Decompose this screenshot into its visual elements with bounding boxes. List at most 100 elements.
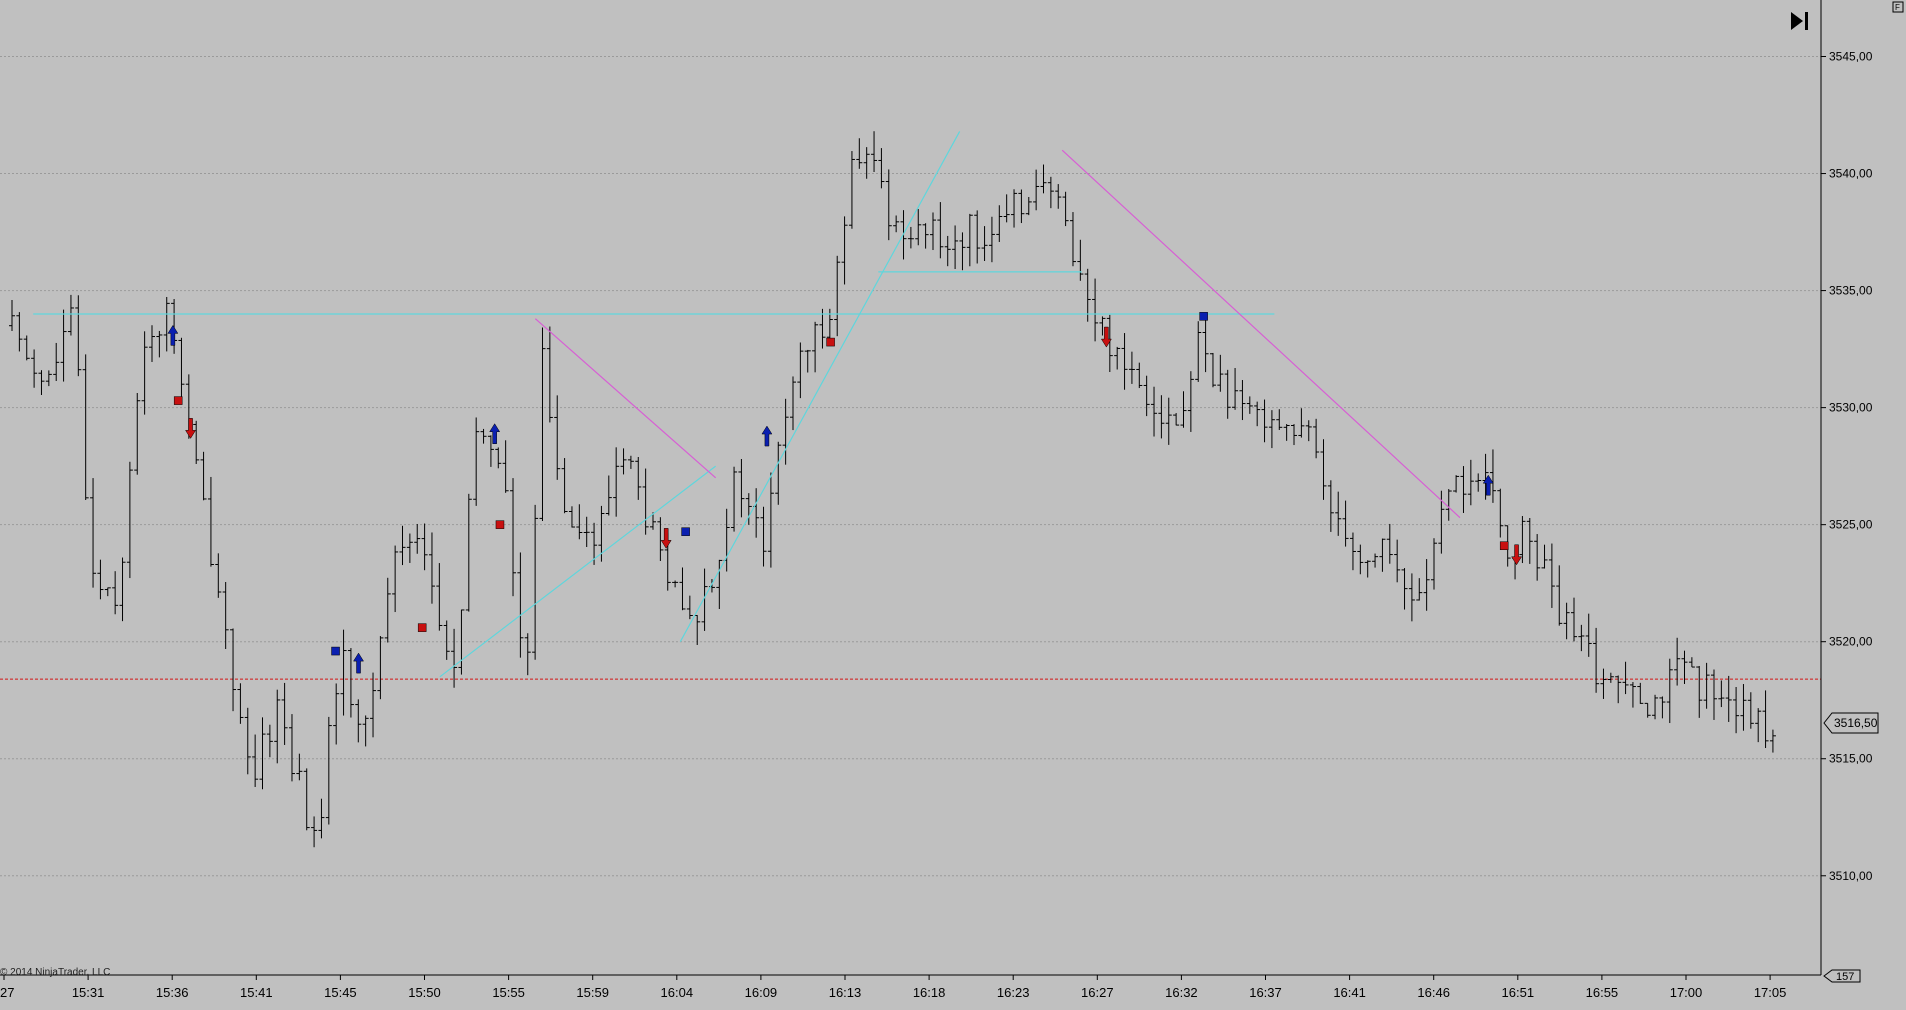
ohlc-bar[interactable] [45,370,52,387]
ohlc-bar[interactable] [1254,401,1261,427]
ohlc-bar[interactable] [222,581,229,650]
sell-square-marker[interactable] [495,520,505,529]
cyan-trend-line[interactable] [439,465,717,678]
ohlc-bar[interactable] [731,466,738,532]
ohlc-bar[interactable] [1195,321,1202,382]
ohlc-bar[interactable] [1276,409,1283,431]
ohlc-bar[interactable] [473,417,480,506]
ohlc-bar[interactable] [377,636,384,700]
ohlc-bar[interactable] [856,138,863,169]
buy-arrow-marker[interactable] [1482,474,1494,496]
magenta-trend-line[interactable] [1061,149,1461,519]
ohlc-bar[interactable] [1394,539,1401,583]
ohlc-bar[interactable] [510,478,517,597]
ohlc-bar[interactable] [1305,420,1312,442]
ohlc-bar[interactable] [1187,371,1194,432]
ohlc-bar[interactable] [782,398,789,465]
ohlc-bar[interactable] [650,512,657,530]
ohlc-bar[interactable] [406,533,413,563]
ohlc-bar[interactable] [1497,488,1504,538]
ohlc-bar[interactable] [421,523,428,571]
price-axis[interactable]: 3510,00 3515,00 3520,00 3525,00 3530,00 3535,… [1821,50,1873,883]
ohlc-bar[interactable] [60,309,67,382]
ohlc-bar[interactable] [1548,543,1555,608]
ohlc-bar[interactable] [804,349,811,373]
ohlc-bar[interactable] [1637,682,1644,704]
ohlc-bar[interactable] [642,468,649,535]
sell-arrow-marker[interactable] [1100,326,1112,348]
ohlc-bar[interactable] [1740,684,1747,731]
ohlc-bar[interactable] [1136,362,1143,389]
ohlc-bar[interactable] [863,147,870,179]
buy-arrow-marker[interactable] [489,423,501,444]
ohlc-bar[interactable] [340,629,347,716]
ohlc-bar[interactable] [1644,702,1651,718]
ohlc-bar[interactable] [274,689,281,764]
ohlc-bar[interactable] [1688,657,1695,668]
ohlc-bar[interactable] [922,223,929,249]
sell-arrow-marker[interactable] [660,528,672,549]
ohlc-bar[interactable] [1703,662,1710,709]
ohlc-bar[interactable] [1423,559,1430,611]
sell-square-marker[interactable] [826,337,835,347]
ohlc-bar[interactable] [1246,396,1253,414]
ohlc-bar[interactable] [1106,314,1113,372]
ohlc-bar[interactable] [75,295,82,377]
ohlc-bar[interactable] [797,342,804,399]
ohlc-bar[interactable] [1659,696,1666,719]
ohlc-bar[interactable] [1578,624,1585,652]
ohlc-bar[interactable] [1268,410,1275,449]
ohlc-bar[interactable] [230,628,237,712]
ohlc-bar[interactable] [1696,665,1703,718]
ohlc-bar[interactable] [244,707,251,775]
ohlc-bar[interactable] [428,532,435,604]
ohlc-bar[interactable] [163,296,170,352]
ohlc-bar[interactable] [1283,424,1290,441]
ohlc-bar[interactable] [871,131,878,172]
ohlc-bar[interactable] [1593,627,1600,693]
ohlc-bar[interactable] [487,435,494,467]
ohlc-bar[interactable] [1202,316,1209,373]
ohlc-bar[interactable] [1725,675,1732,722]
ohlc-bar[interactable] [392,545,399,613]
ohlc-bar[interactable] [1372,553,1379,568]
ohlc-bar[interactable] [53,342,60,381]
ohlc-bar[interactable] [436,563,443,631]
ohlc-bar[interactable] [259,717,266,790]
ohlc-bar[interactable] [841,216,848,285]
buy-square-marker[interactable] [1199,312,1208,321]
ohlc-bar[interactable] [657,517,664,561]
ohlc-bar[interactable] [1475,473,1482,492]
ohlc-bar[interactable] [1681,650,1688,684]
ohlc-bar[interactable] [583,516,590,548]
ohlc-bar[interactable] [834,255,841,337]
ohlc-bar[interactable] [1666,658,1673,724]
buy-square-marker[interactable] [681,527,690,536]
ohlc-bar[interactable] [1563,602,1570,640]
ohlc-bar[interactable] [90,478,97,588]
ohlc-bar[interactable] [554,395,561,480]
ohlc-bar[interactable] [134,392,141,475]
ohlc-bar[interactable] [672,580,679,588]
ohlc-bar[interactable] [1069,212,1076,267]
ohlc-bar[interactable] [1114,346,1121,370]
ohlc-bar[interactable] [207,476,214,567]
buy-arrow-marker[interactable] [167,324,179,346]
ohlc-bar[interactable] [1762,690,1769,749]
ohlc-bar[interactable] [193,420,200,464]
ohlc-bar[interactable] [959,232,966,271]
cyan-trend-line[interactable] [679,131,961,642]
ohlc-bar[interactable] [1209,352,1216,388]
ohlc-bar[interactable] [635,457,642,500]
ohlc-bar[interactable] [686,595,693,620]
ohlc-bar[interactable] [1003,194,1010,223]
ohlc-bar[interactable] [1025,197,1032,216]
ohlc-bar[interactable] [1327,480,1334,532]
ohlc-bar[interactable] [141,331,148,415]
ohlc-bar[interactable] [539,327,546,521]
ohlc-bar[interactable] [1445,489,1452,521]
ohlc-bar[interactable] [1408,573,1415,622]
ohlc-bar[interactable] [502,440,509,493]
ohlc-bar[interactable] [347,648,354,718]
ohlc-bar[interactable] [598,505,605,562]
